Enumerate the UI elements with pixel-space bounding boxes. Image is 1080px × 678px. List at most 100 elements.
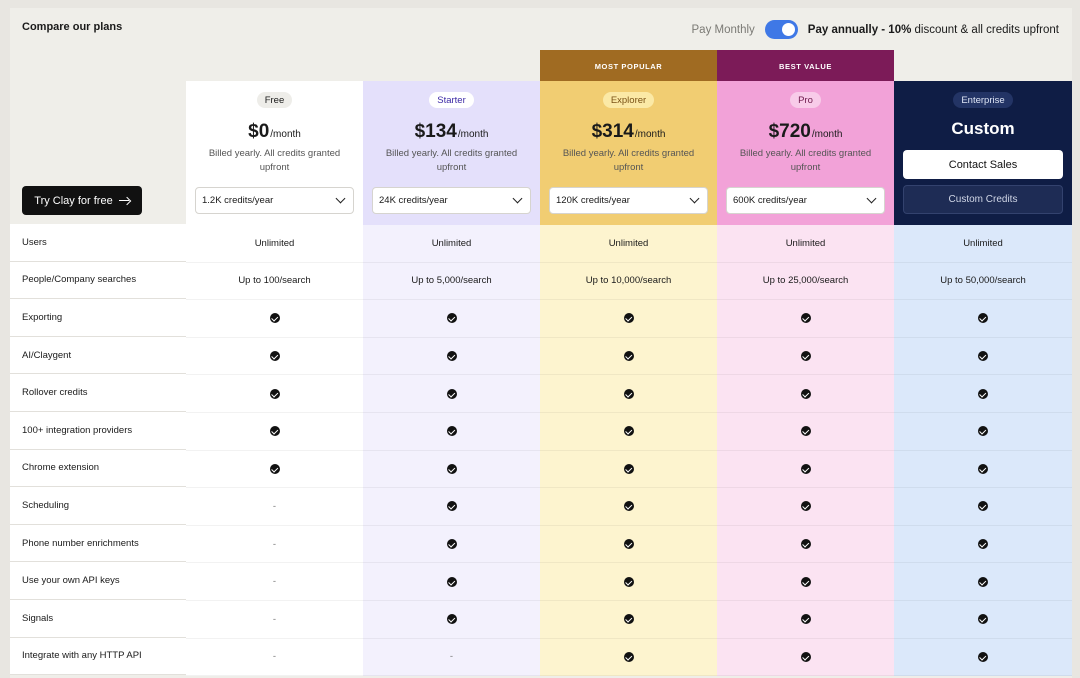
chevron-down-icon — [335, 193, 346, 204]
feature-cell — [717, 375, 894, 413]
price-period: /month — [457, 129, 489, 140]
check-circle-icon — [446, 426, 457, 437]
plan-column-starter: Starter $134/month Billed yearly. All cr… — [363, 81, 540, 678]
plan-name-pill: Explorer — [602, 92, 655, 108]
plan-body-starter: Unlimited Up to 5,000/search - — [363, 225, 540, 677]
feature-cell — [540, 563, 717, 601]
feature-cell: - — [186, 563, 363, 601]
plan-name-pill: Free — [256, 92, 293, 108]
feature-cell — [363, 413, 540, 451]
credits-select[interactable]: 1.2K credits/year — [195, 187, 354, 214]
feature-cell: Up to 50,000/search — [894, 263, 1072, 301]
billing-toggle[interactable] — [764, 20, 798, 39]
feature-cell — [540, 639, 717, 677]
contact-sales-button[interactable]: Contact Sales — [903, 150, 1063, 179]
check-circle-icon — [623, 576, 634, 587]
pay-monthly-label[interactable]: Pay Monthly — [691, 23, 755, 36]
dash-text: - — [272, 538, 277, 550]
feature-value: Unlimited — [963, 237, 1003, 249]
check-circle-icon — [623, 539, 634, 550]
feature-cell: Up to 10,000/search — [540, 263, 717, 301]
check-circle-icon — [800, 426, 811, 437]
check-circle-icon — [446, 388, 457, 399]
check-circle-icon — [800, 351, 811, 362]
pricing-page: Compare our plans Pay Monthly Pay annual… — [10, 8, 1072, 678]
plan-header-starter: Starter $134/month Billed yearly. All cr… — [363, 81, 540, 225]
plan-column-free: Free $0/month Billed yearly. All credits… — [186, 81, 363, 678]
check-circle-icon — [623, 614, 634, 625]
check-circle-icon — [269, 313, 280, 324]
check-circle-icon — [446, 614, 457, 625]
feature-value: Unlimited — [608, 237, 649, 249]
plan-name-pill: Pro — [790, 92, 821, 108]
check-circle-icon — [800, 463, 811, 474]
check-circle-icon — [623, 426, 634, 437]
check-circle-icon — [446, 463, 457, 474]
plan-price: $0/month — [248, 121, 301, 143]
plan-price: $314/month — [592, 121, 666, 143]
feature-cell — [894, 488, 1072, 526]
pay-annually-label[interactable]: Pay annually - 10% discount & all credit… — [808, 24, 1059, 36]
feature-label: 100+ integration providers — [10, 411, 186, 450]
plan-column-enterprise: Enterprise Custom Contact Sales Custom C… — [894, 81, 1072, 678]
check-circle-icon — [978, 351, 988, 362]
feature-cell — [894, 639, 1072, 677]
check-circle-icon — [269, 426, 280, 437]
feature-cell — [540, 300, 717, 338]
feature-cell — [363, 375, 540, 413]
feature-cell: - — [363, 639, 540, 677]
feature-cell — [894, 526, 1072, 564]
feature-cell — [363, 563, 540, 601]
plan-header-enterprise: Enterprise Custom Contact Sales Custom C… — [894, 81, 1072, 225]
feature-cell — [186, 300, 363, 338]
feature-label: AI/Claygent — [10, 336, 186, 375]
check-circle-icon — [623, 388, 634, 399]
check-circle-icon — [623, 651, 634, 662]
feature-label: Rollover credits — [10, 374, 186, 412]
feature-cell: - — [186, 639, 363, 677]
feature-cell — [363, 488, 540, 526]
feature-cell — [363, 338, 540, 376]
credits-select[interactable]: 600K credits/year — [726, 187, 885, 214]
credits-select-value: 600K credits/year — [733, 195, 807, 206]
check-circle-icon — [269, 388, 280, 399]
plan-column-explorer: Explorer $314/month Billed yearly. All c… — [540, 81, 717, 678]
credits-select-value: 24K credits/year — [379, 195, 448, 206]
try-clay-button[interactable]: Try Clay for free — [22, 186, 142, 215]
feature-cell — [540, 338, 717, 376]
feature-cell — [894, 375, 1072, 413]
feature-cell — [540, 488, 717, 526]
feature-label: Integrate with any HTTP API — [10, 637, 186, 676]
plan-price: $134/month — [415, 121, 489, 143]
feature-label: Scheduling — [10, 487, 186, 525]
feature-cell: Unlimited — [717, 225, 894, 263]
custom-credits-button[interactable]: Custom Credits — [903, 185, 1063, 214]
try-clay-label: Try Clay for free — [34, 194, 113, 207]
feature-label: Users — [10, 224, 186, 262]
check-circle-icon — [800, 576, 811, 587]
feature-cell — [540, 601, 717, 639]
feature-cell — [186, 375, 363, 413]
plan-body-pro: Unlimited Up to 25,000/search — [717, 225, 894, 677]
check-circle-icon — [623, 313, 634, 324]
credits-select[interactable]: 120K credits/year — [549, 187, 708, 214]
feature-cell — [717, 488, 894, 526]
feature-label: Phone number enrichments — [10, 524, 186, 563]
feature-cell: Up to 25,000/search — [717, 263, 894, 301]
check-circle-icon — [800, 313, 811, 324]
credits-select-value: 120K credits/year — [556, 195, 630, 206]
feature-cell — [540, 375, 717, 413]
check-circle-icon — [800, 388, 811, 399]
feature-cell — [894, 413, 1072, 451]
check-circle-icon — [978, 651, 988, 662]
best-value-badge: BEST VALUE — [717, 50, 894, 82]
feature-cell — [717, 300, 894, 338]
credits-select[interactable]: 24K credits/year — [372, 187, 531, 214]
dash-text: - — [449, 651, 454, 663]
feature-value: Up to 5,000/search — [411, 275, 492, 287]
feature-cell — [363, 601, 540, 639]
dash-text: - — [272, 576, 277, 588]
check-circle-icon — [623, 463, 634, 474]
feature-cell — [717, 639, 894, 677]
feature-cell: Up to 5,000/search — [363, 263, 540, 301]
